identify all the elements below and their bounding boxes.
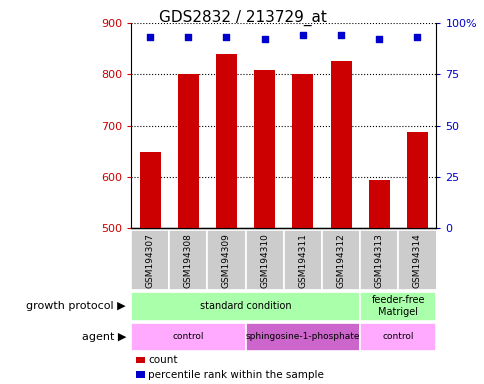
Text: sphingosine-1-phosphate: sphingosine-1-phosphate <box>245 333 359 341</box>
Bar <box>397 230 436 290</box>
Text: GSM194310: GSM194310 <box>259 233 269 288</box>
Text: GSM194308: GSM194308 <box>183 233 192 288</box>
Point <box>260 36 268 43</box>
Bar <box>359 292 436 321</box>
Bar <box>131 292 359 321</box>
Text: count: count <box>148 355 178 365</box>
Bar <box>368 180 389 228</box>
Bar <box>254 70 274 228</box>
Text: GSM194309: GSM194309 <box>222 233 230 288</box>
Text: GSM194312: GSM194312 <box>336 233 345 288</box>
Bar <box>245 323 359 351</box>
Bar <box>330 61 351 228</box>
Bar <box>359 230 397 290</box>
Text: GDS2832 / 213729_at: GDS2832 / 213729_at <box>158 10 326 26</box>
Text: growth protocol ▶: growth protocol ▶ <box>27 301 126 311</box>
Bar <box>406 132 427 228</box>
Text: control: control <box>382 333 413 341</box>
Bar <box>207 230 245 290</box>
Bar <box>169 230 207 290</box>
Bar <box>177 74 198 228</box>
Text: agent ▶: agent ▶ <box>82 332 126 342</box>
Bar <box>131 323 245 351</box>
Bar <box>131 230 169 290</box>
Point <box>222 34 230 40</box>
Bar <box>215 54 237 228</box>
Point <box>375 36 382 43</box>
Point <box>413 34 421 40</box>
Text: control: control <box>172 333 204 341</box>
Text: GSM194313: GSM194313 <box>374 233 383 288</box>
Point <box>146 34 153 40</box>
Bar <box>245 230 283 290</box>
Point <box>298 32 306 38</box>
Bar <box>292 74 313 228</box>
Text: GSM194314: GSM194314 <box>412 233 421 288</box>
Text: feeder-free
Matrigel: feeder-free Matrigel <box>371 295 424 317</box>
Text: GSM194307: GSM194307 <box>145 233 154 288</box>
Bar <box>139 152 160 228</box>
Text: GSM194311: GSM194311 <box>298 233 307 288</box>
Point <box>184 34 192 40</box>
Bar <box>283 230 321 290</box>
Point <box>336 32 344 38</box>
Text: standard condition: standard condition <box>199 301 291 311</box>
Bar <box>359 323 436 351</box>
Bar <box>321 230 359 290</box>
Text: percentile rank within the sample: percentile rank within the sample <box>148 369 324 380</box>
